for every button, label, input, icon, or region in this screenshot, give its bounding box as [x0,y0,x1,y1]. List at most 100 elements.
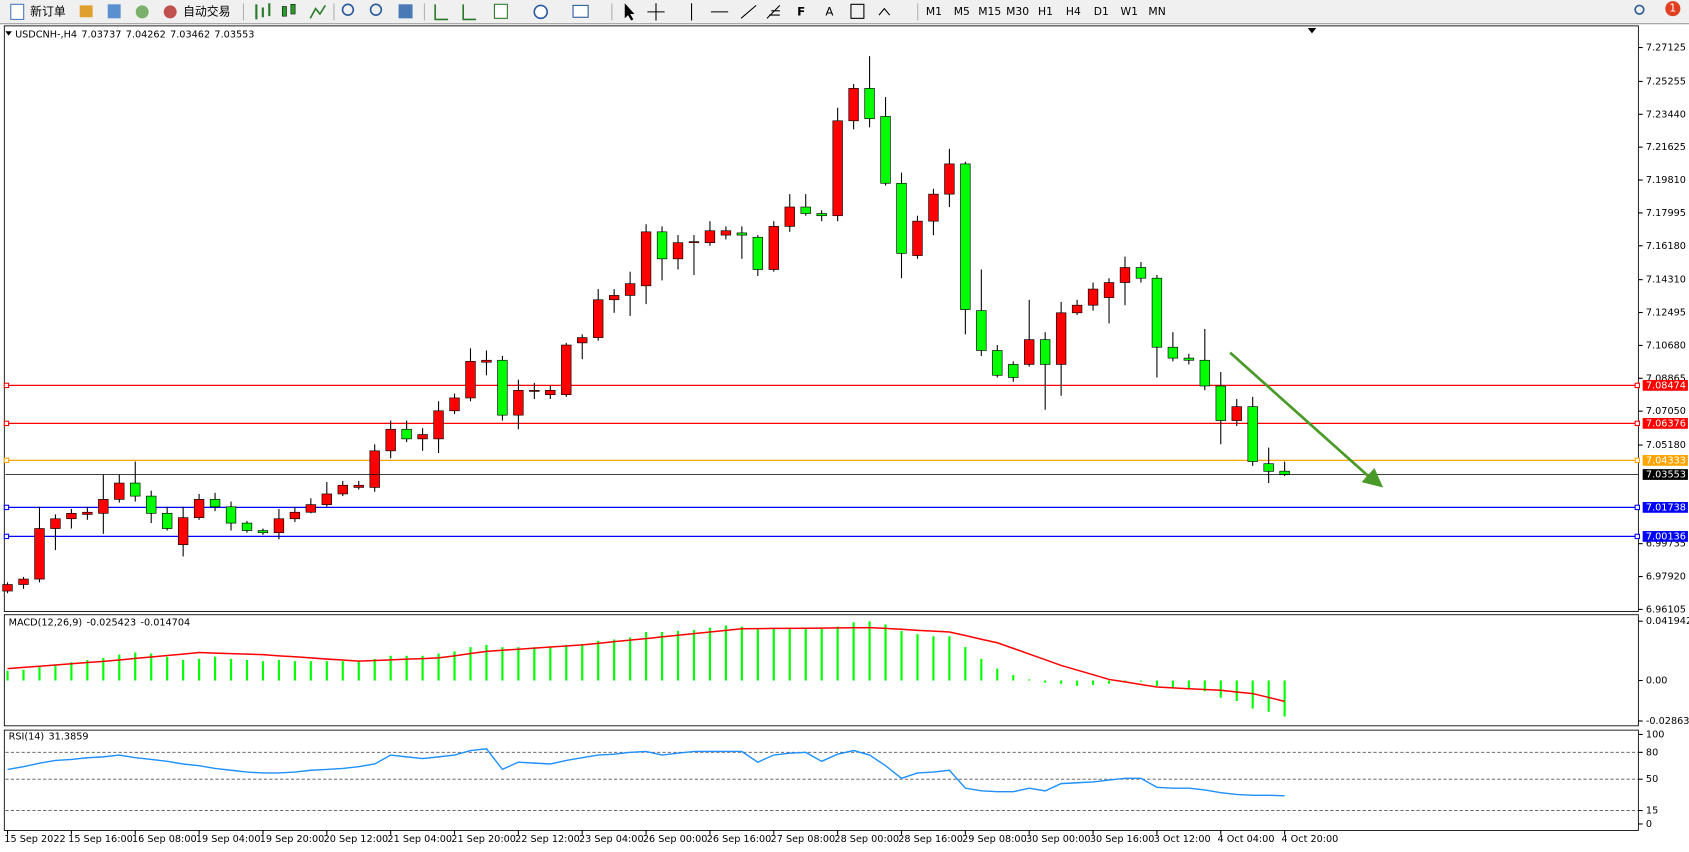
candle-body [784,206,795,227]
candle-body [465,361,476,399]
macd-bar [102,657,105,681]
y-tick-label: 0.041942 [1646,616,1689,627]
channel-tool[interactable] [766,5,781,19]
level-handle [1634,420,1640,427]
icon[interactable] [493,3,508,19]
icon[interactable] [135,5,149,19]
macd-bar [629,637,632,681]
notification-count: 1 [1669,2,1676,15]
level-label-bg [1642,417,1688,429]
icon[interactable] [572,4,589,18]
trendline-tool[interactable] [740,4,757,19]
timeframe-button[interactable]: M30 [1006,5,1029,18]
zoom-in[interactable] [341,3,355,16]
macd-bar [1012,675,1015,681]
candle-body [369,450,380,488]
x-tick-label: 19 Sep 20:00 [260,834,325,845]
candle-body [1040,339,1051,365]
macd-bar [1076,680,1079,686]
rsi-line [7,748,1285,797]
icon[interactable] [79,5,93,18]
macd-bar [1139,680,1143,682]
icon[interactable] [290,4,296,15]
candle-body [337,484,348,495]
notification-badge[interactable] [1665,1,1681,17]
macd-bar [325,661,328,681]
x-tick-label: 28 Sep 16:00 [898,834,963,845]
y-tick-label: 7.07050 [1646,406,1686,417]
candle-body [433,410,444,440]
icon[interactable] [434,4,449,21]
y-tick-label: 7.05180 [1646,440,1686,451]
candle-body [353,484,364,488]
auto-trading-button[interactable]: 自动交易 [163,4,231,18]
candle-body [704,230,716,244]
x-tick-label: 19 Sep 04:00 [196,834,261,845]
icon [10,3,25,20]
cursor-tool[interactable] [624,3,635,21]
candle-body [1103,282,1115,298]
crosshair-tool[interactable] [647,3,665,21]
macd-bar [1267,680,1270,712]
candle-body [449,397,460,412]
timeframe-button[interactable]: H4 [1066,5,1081,18]
candle-body [944,163,955,195]
toolbar: 新订单 自动交易 F A M1 M5 M15 [0,0,1689,25]
timeframe-button[interactable]: M15 [978,5,1001,18]
macd-bar [820,628,823,681]
x-tick-label: 15 Sep 2022 [4,834,65,845]
icon[interactable] [281,6,287,17]
macd-bar [772,628,775,681]
macd-bar [724,625,727,681]
candle-body [593,299,604,338]
candle-body [162,512,173,529]
text-tool[interactable]: A [825,4,833,18]
label-tool[interactable] [850,3,865,19]
timeframe-button[interactable]: D1 [1094,5,1109,18]
macd-bar [389,655,392,681]
timeframe-button[interactable]: W1 [1120,5,1137,18]
timeframe-button[interactable]: H1 [1038,5,1053,18]
icon[interactable] [255,3,271,20]
level-handle [3,504,10,511]
timeframe-button[interactable]: MN [1148,5,1165,18]
macd-bar [549,647,552,681]
zoom-out[interactable] [369,3,383,16]
icon[interactable] [533,4,549,20]
level-label-bg [1642,531,1688,542]
main-panel [3,25,1639,612]
search[interactable] [1634,4,1645,15]
candle-body [736,232,748,236]
icon[interactable] [107,4,121,19]
y-tick-label: 6.96105 [1646,604,1686,615]
level-handle [1634,533,1640,540]
arrows-tool[interactable] [878,7,891,16]
timeframe-button[interactable]: M1 [926,5,942,18]
candle-body [50,518,61,529]
fibo-tool[interactable]: F [797,4,805,18]
macd-bar [708,627,712,681]
x-tick-label: 30 Sep 00:00 [1026,834,1091,845]
candle-body [18,578,29,585]
timeframe-button[interactable]: M5 [954,5,970,18]
symbol-menu[interactable] [5,31,12,36]
icon[interactable] [398,4,413,19]
new-order-button[interactable]: 新订单 [10,3,66,20]
candle-body [561,344,572,396]
icon[interactable] [309,4,326,19]
macd-bar [38,666,41,681]
level-handle [1634,457,1640,464]
macd-bar [1203,680,1206,692]
candle-body [289,511,301,520]
macd-bar [134,652,137,681]
level-label: 7.00136 [1646,531,1686,542]
icon[interactable] [462,4,477,21]
macd-bar [533,647,536,681]
macd-bar [54,664,57,681]
candle-body [864,88,875,119]
x-tick-label: 22 Sep 12:00 [515,834,580,845]
macd-bar [964,647,967,681]
level-label: 7.04333 [1646,455,1686,466]
candle-body [257,530,269,534]
